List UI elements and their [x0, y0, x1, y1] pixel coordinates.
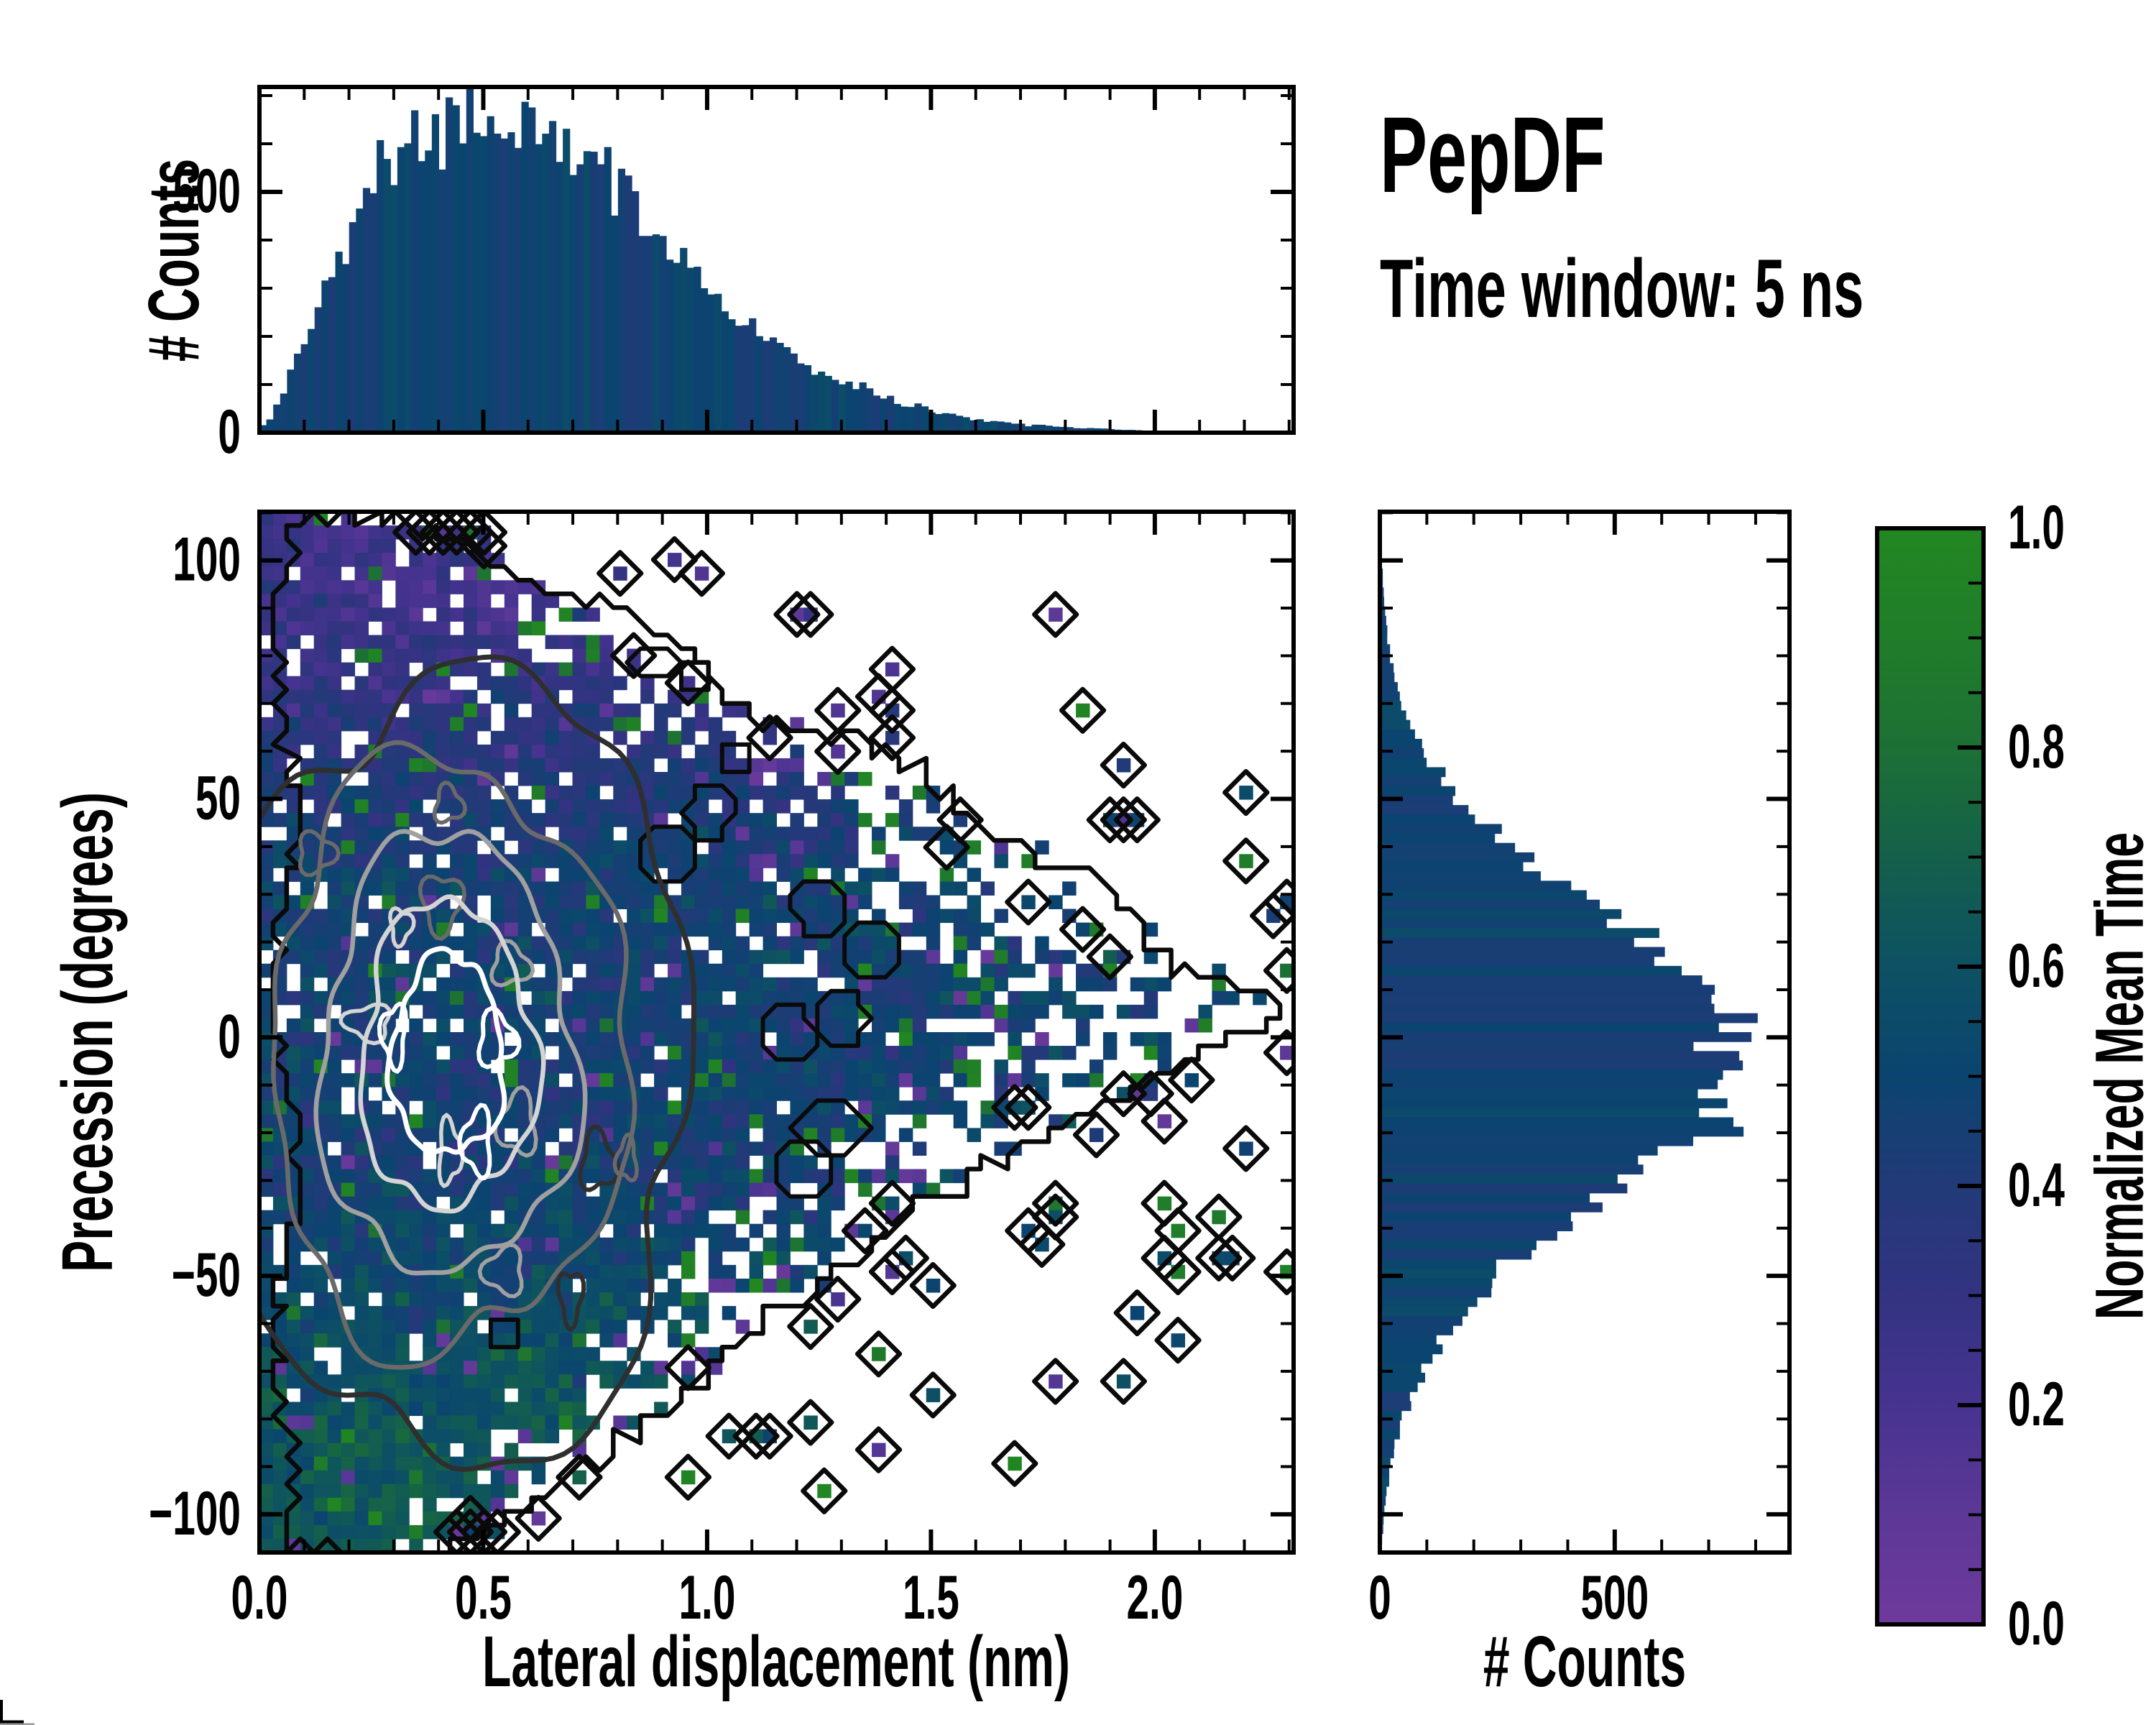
- svg-text:1.5: 1.5: [903, 1563, 959, 1632]
- svg-text:0.0: 0.0: [2008, 1589, 2065, 1658]
- svg-text:0.5: 0.5: [455, 1563, 512, 1632]
- contour-lines: [259, 512, 1283, 1552]
- main-xlabel: Lateral displacement (nm): [482, 1622, 1070, 1702]
- svg-text:0.8: 0.8: [2008, 712, 2065, 781]
- isolated-cell-outlines: [392, 512, 1294, 1552]
- right-hist-xlabel: # Counts: [1483, 1622, 1687, 1702]
- top-hist-ylabel: # Counts: [134, 158, 214, 362]
- main-panel-spine: [257, 510, 1296, 1555]
- svg-text:500: 500: [1580, 1563, 1649, 1632]
- plot-subtitle: Time window: 5 ns: [1380, 243, 1864, 335]
- right-histogram-bars: [1380, 512, 1758, 1552]
- svg-text:50: 50: [195, 764, 241, 833]
- colorbar-label: Normalized Mean Time: [2081, 832, 2156, 1320]
- svg-text:−100: −100: [149, 1479, 241, 1548]
- svg-text:0.6: 0.6: [2008, 932, 2065, 1000]
- svg-text:100: 100: [172, 525, 241, 594]
- colorbar-ticks: [1958, 526, 1984, 1627]
- svg-text:0: 0: [218, 1003, 241, 1072]
- svg-text:0.4: 0.4: [2008, 1151, 2065, 1220]
- svg-text:−50: −50: [172, 1241, 241, 1310]
- plot-title: PepDF: [1380, 94, 1606, 215]
- svg-text:0: 0: [1368, 1563, 1391, 1632]
- top-hist-spine: [257, 85, 1296, 435]
- main-ylabel: Precession (degrees): [47, 792, 128, 1272]
- svg-text:2.0: 2.0: [1126, 1563, 1183, 1632]
- svg-text:1.0: 1.0: [678, 1563, 735, 1632]
- svg-text:500: 500: [172, 157, 241, 226]
- svg-text:0: 0: [218, 397, 241, 466]
- svg-text:0.0: 0.0: [231, 1563, 288, 1632]
- top-histogram-bars: [259, 87, 1294, 433]
- colorbar-gradient: [1877, 528, 1984, 1624]
- right-hist-spine: [1378, 510, 1792, 1555]
- svg-text:1.0: 1.0: [2008, 493, 2065, 562]
- heatmap-cells: [259, 512, 1294, 1552]
- corner-artifact: [0, 1700, 34, 1725]
- svg-text:0.2: 0.2: [2008, 1370, 2065, 1439]
